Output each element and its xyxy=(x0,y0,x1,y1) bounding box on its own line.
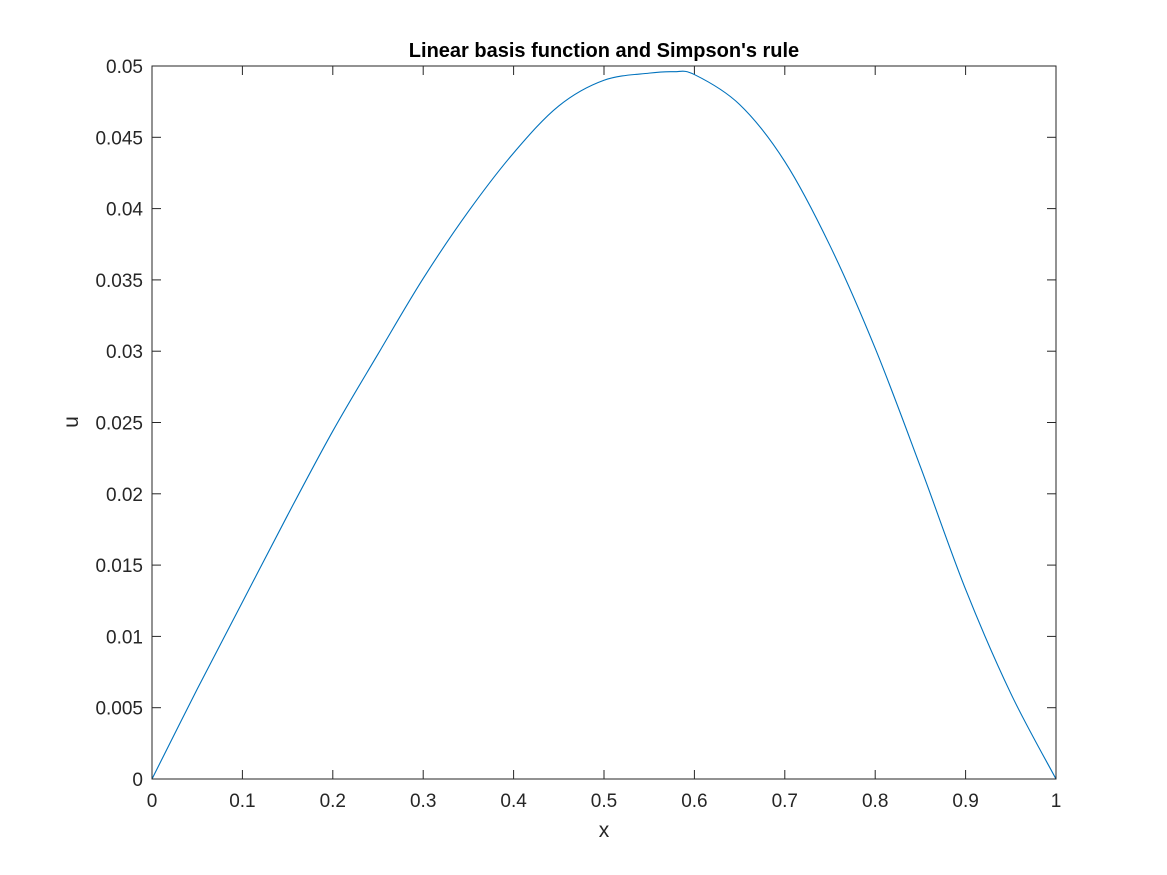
x-tick-label: 0.9 xyxy=(952,791,978,812)
data-series xyxy=(151,70,1057,780)
y-tick-label: 0.025 xyxy=(95,414,143,435)
y-tick-label: 0.03 xyxy=(106,342,143,363)
x-tick-label: 0.5 xyxy=(591,791,617,812)
x-tick-label: 0.1 xyxy=(229,791,255,812)
y-tick-label: 0.015 xyxy=(95,556,143,577)
chart-title: Linear basis function and Simpson's rule xyxy=(409,40,799,62)
x-tick-label: 0.2 xyxy=(320,791,346,812)
y-tick-label: 0.035 xyxy=(95,271,143,292)
y-tick-label: 0.045 xyxy=(95,128,143,149)
y-tick-label: 0.02 xyxy=(106,485,143,506)
tick-labels: 0 0.1 0.2 0.3 0.4 0.5 0.6 0.7 0.8 0.9 1 0 0.005 0.01 0… xyxy=(95,57,1061,812)
x-tick-label: 0.6 xyxy=(681,791,707,812)
y-tick-label: 0.005 xyxy=(95,699,143,720)
y-tick-label: 0.04 xyxy=(106,200,143,221)
x-tick-label: 0.7 xyxy=(772,791,798,812)
series-line-0 xyxy=(151,70,1057,780)
x-tick-label: 1 xyxy=(1051,791,1062,812)
x-tick-label: 0.8 xyxy=(862,791,888,812)
y-tick-label: 0.01 xyxy=(106,627,143,648)
x-tick-label: 0.3 xyxy=(410,791,436,812)
axes-box xyxy=(151,65,1057,780)
y-tick-label: 0 xyxy=(132,770,143,791)
x-axis-label: x xyxy=(599,819,610,842)
y-tick-label: 0.05 xyxy=(106,57,143,78)
x-tick-label: 0 xyxy=(147,791,158,812)
x-tick-label: 0.4 xyxy=(500,791,527,812)
plot-area xyxy=(152,66,1056,779)
y-axis-label: u xyxy=(60,416,83,428)
